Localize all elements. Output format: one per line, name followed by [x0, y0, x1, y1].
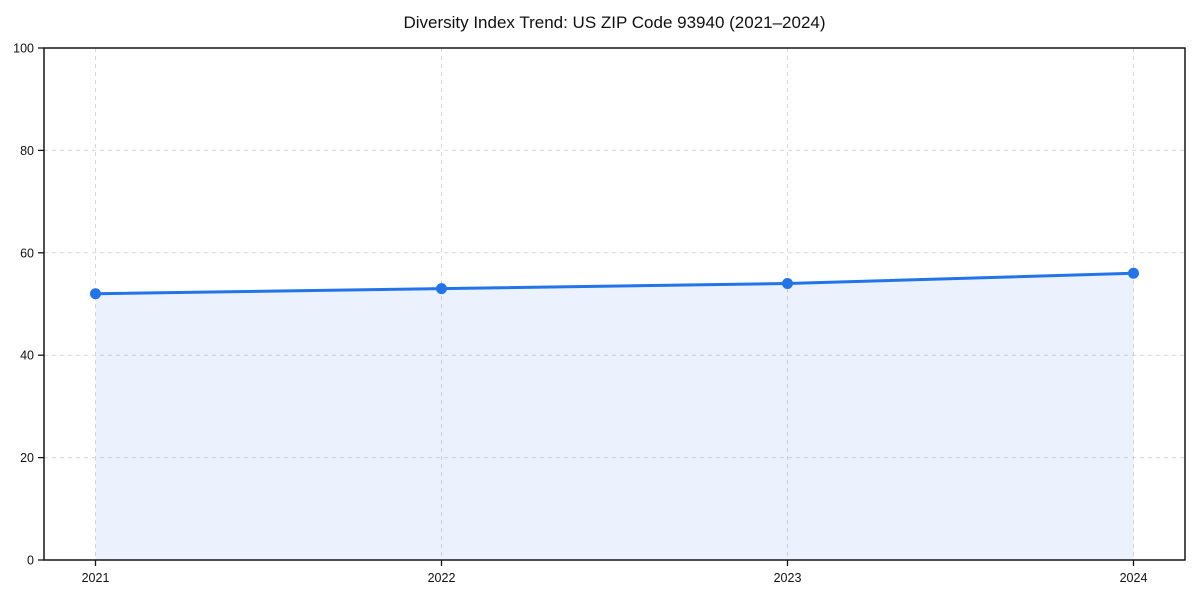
x-tick-label: 2024	[1120, 571, 1148, 585]
x-tick-label: 2021	[82, 571, 110, 585]
y-tick-label: 80	[20, 144, 34, 158]
y-tick-label: 40	[20, 349, 34, 363]
area-fill	[95, 273, 1134, 560]
data-point	[436, 283, 447, 295]
y-tick-label: 60	[20, 246, 34, 260]
plot-border	[43, 47, 1186, 561]
y-tick-label: 100	[13, 42, 34, 56]
chart-title: Diversity Index Trend: US ZIP Code 93940…	[403, 13, 826, 32]
data-point	[1128, 267, 1139, 279]
y-tick-label: 20	[20, 451, 34, 465]
x-tick-label: 2023	[774, 571, 802, 585]
data-point	[90, 288, 101, 300]
x-tick-label: 2022	[428, 571, 456, 585]
trend-line	[94, 271, 1135, 296]
y-tick-label: 0	[27, 554, 34, 568]
data-point	[782, 278, 793, 290]
